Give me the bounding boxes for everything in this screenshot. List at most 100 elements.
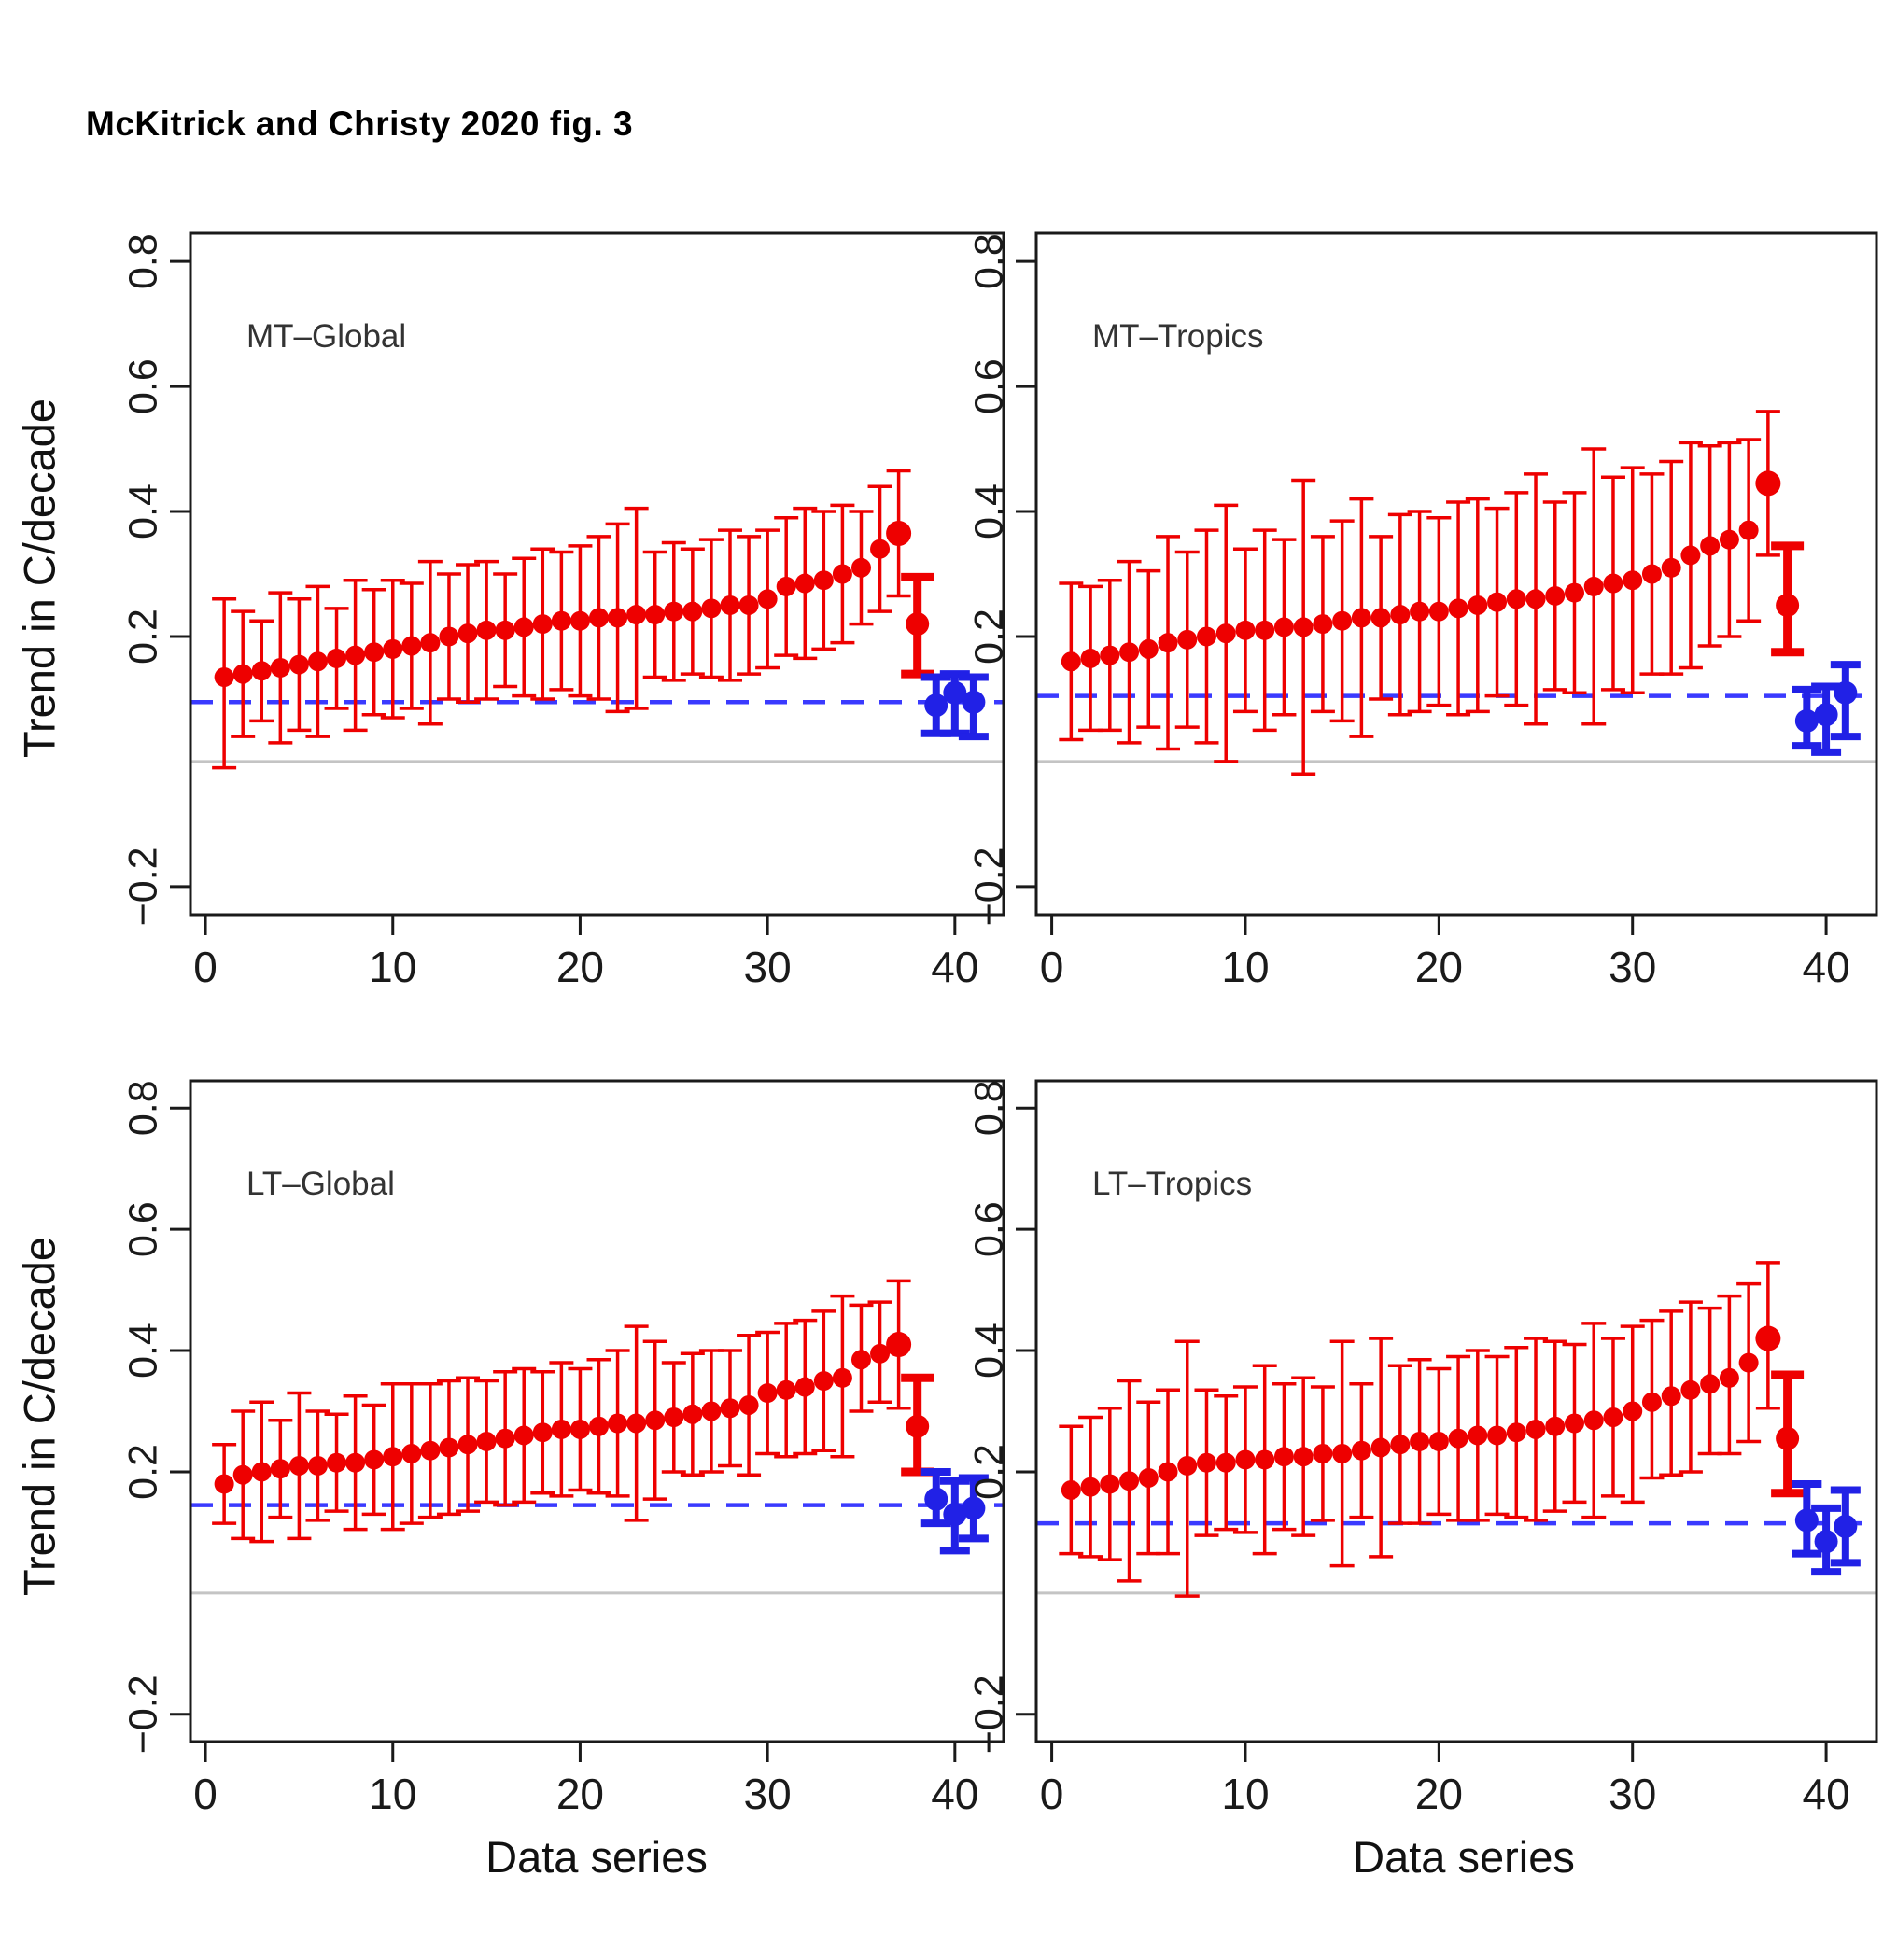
model-point: [664, 1407, 684, 1427]
model-point: [794, 1377, 815, 1397]
model-point: [1255, 620, 1275, 640]
obs-point: [924, 693, 948, 718]
model-point: [551, 1419, 571, 1439]
model-point: [1370, 1437, 1391, 1458]
model-point: [757, 1383, 778, 1404]
model-point: [870, 1343, 891, 1364]
model-point: [738, 1395, 759, 1416]
model-point: [1603, 573, 1623, 594]
model-point: [1370, 608, 1391, 628]
obs-point: [1814, 703, 1838, 727]
model-point: [457, 1435, 478, 1455]
model-point: [327, 1452, 347, 1473]
model-point: [1332, 1443, 1353, 1463]
model-point: [701, 1401, 722, 1421]
plot-box: [189, 231, 1005, 917]
model-point: [1603, 1407, 1623, 1427]
model-point: [513, 617, 534, 637]
model-point: [1100, 1474, 1120, 1494]
x-tick-label: 40: [931, 1770, 978, 1818]
model-point: [569, 1419, 590, 1439]
model-point: [757, 589, 778, 609]
obs-point: [1794, 708, 1819, 733]
y-tick-label: 0.6: [120, 1201, 165, 1257]
model-point: [626, 605, 647, 625]
model-point: [1235, 1449, 1256, 1470]
model-point: [608, 1413, 628, 1434]
model-point: [1196, 1452, 1216, 1473]
model-point: [1468, 595, 1488, 615]
model-point: [214, 1474, 234, 1494]
model-point: [1215, 1452, 1236, 1473]
model-mean-point: [906, 1414, 930, 1438]
model-point: [1700, 536, 1721, 556]
model-point: [1468, 1425, 1488, 1446]
model-point: [1661, 1386, 1681, 1407]
y-tick-label: 0.8: [120, 233, 165, 289]
model-point: [532, 614, 553, 635]
model-point: [1313, 1443, 1333, 1463]
model-point: [701, 598, 722, 619]
x-tick-label: 10: [1221, 1770, 1269, 1818]
model-point: [495, 1428, 515, 1449]
model-point: [232, 664, 253, 684]
model-point: [1448, 1428, 1468, 1449]
obs-point: [1794, 1508, 1819, 1533]
model-point: [1158, 633, 1178, 653]
model-point: [457, 623, 478, 644]
model-point: [1487, 592, 1508, 612]
model-point: [832, 564, 852, 584]
model-point: [1738, 520, 1759, 540]
plot-box: [1034, 231, 1878, 917]
model-point: [1506, 1422, 1526, 1443]
panel-label-lt-global: LT–Global: [246, 1166, 395, 1202]
model-point: [1623, 1401, 1643, 1421]
model-point: [1545, 1416, 1566, 1436]
y-tick-label: 0.2: [966, 1444, 1011, 1500]
y-tick-label: 0.8: [966, 233, 1011, 289]
model-point: [383, 638, 403, 659]
y-tick-label: 0.4: [966, 1323, 1011, 1379]
y-tick-label: 0.4: [966, 483, 1011, 539]
model-point: [1313, 614, 1333, 635]
obs-point: [1834, 680, 1858, 705]
model-point: [1428, 601, 1449, 622]
obs-point: [962, 690, 986, 714]
model-point: [1525, 589, 1546, 609]
model-point: [1738, 1352, 1759, 1373]
model-point: [251, 1462, 272, 1482]
model-point: [589, 608, 610, 628]
model-point: [1215, 623, 1236, 644]
model-point: [364, 1449, 385, 1470]
y-tick-label: 0.2: [120, 1444, 165, 1500]
y-tick-label: 0.6: [120, 358, 165, 414]
model-point: [495, 620, 515, 640]
model-point: [439, 1437, 459, 1458]
model-point: [1061, 1479, 1081, 1500]
model-point: [1755, 1325, 1781, 1351]
model-point: [738, 595, 759, 615]
y-axis-title-top-row: Trend in C/decade: [14, 399, 64, 758]
y-axis-title-bottom-row: Trend in C/decade: [14, 1237, 64, 1596]
x-axis-title-right-column: Data series: [1353, 1832, 1575, 1882]
obs-point: [962, 1496, 986, 1520]
x-tick-label: 20: [556, 1770, 604, 1818]
model-point: [1080, 1477, 1101, 1497]
model-point: [794, 573, 815, 594]
model-point: [1583, 576, 1604, 596]
model-mean-point: [1776, 593, 1800, 617]
model-point: [886, 1332, 912, 1358]
model-mean-point: [1776, 1426, 1800, 1450]
obs-point: [943, 1502, 967, 1526]
y-tick-label: 0.6: [966, 1201, 1011, 1257]
model-point: [589, 1416, 610, 1436]
figure-title: McKitrick and Christy 2020 fig. 3: [86, 105, 634, 143]
model-point: [1661, 557, 1681, 578]
x-tick-label: 30: [1609, 1770, 1656, 1818]
model-point: [626, 1413, 647, 1434]
x-tick-label: 10: [1221, 943, 1269, 991]
model-point: [608, 608, 628, 628]
